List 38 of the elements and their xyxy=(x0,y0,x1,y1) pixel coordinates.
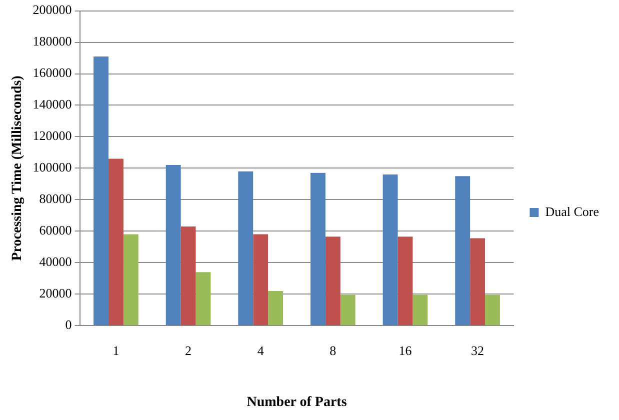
y-tick-label: 100000 xyxy=(32,160,72,175)
bar xyxy=(398,236,413,326)
y-tick-label: 60000 xyxy=(39,222,72,238)
x-tick-label: 4 xyxy=(257,342,264,358)
x-tick-label: 2 xyxy=(185,342,192,358)
bar xyxy=(470,238,486,326)
y-axis-title: Processing Time (Milliseconds) xyxy=(10,75,26,261)
x-tick-label: 16 xyxy=(398,342,412,358)
y-tick-label: 0 xyxy=(65,317,72,332)
y-tick-label: 80000 xyxy=(39,191,72,206)
bar xyxy=(310,172,326,326)
bar xyxy=(485,294,500,326)
y-tick-label: 200000 xyxy=(32,2,72,18)
bar xyxy=(268,290,284,326)
x-tick-label: 32 xyxy=(471,342,484,358)
y-tick-label: 140000 xyxy=(32,96,72,112)
bar xyxy=(166,165,181,326)
bar xyxy=(238,171,254,326)
x-tick-label: 8 xyxy=(330,342,336,358)
bar xyxy=(382,174,398,326)
bar xyxy=(253,234,268,326)
bar xyxy=(94,56,108,326)
legend-label: Dual Core xyxy=(545,204,600,219)
bar xyxy=(123,234,138,326)
bar xyxy=(412,294,428,326)
bar xyxy=(196,272,211,326)
y-tick-label: 120000 xyxy=(32,128,72,144)
x-axis-title: Number of Parts xyxy=(246,395,348,410)
bar xyxy=(340,294,356,326)
y-tick-label: 40000 xyxy=(39,254,72,270)
bar xyxy=(455,176,470,326)
bar xyxy=(180,226,196,326)
x-tick-label: 1 xyxy=(112,342,120,358)
y-tick-label: 180000 xyxy=(32,34,72,49)
bar xyxy=(325,236,340,326)
bar xyxy=(108,158,124,326)
y-tick-label: 20000 xyxy=(39,286,72,301)
y-tick-label: 160000 xyxy=(32,65,72,80)
